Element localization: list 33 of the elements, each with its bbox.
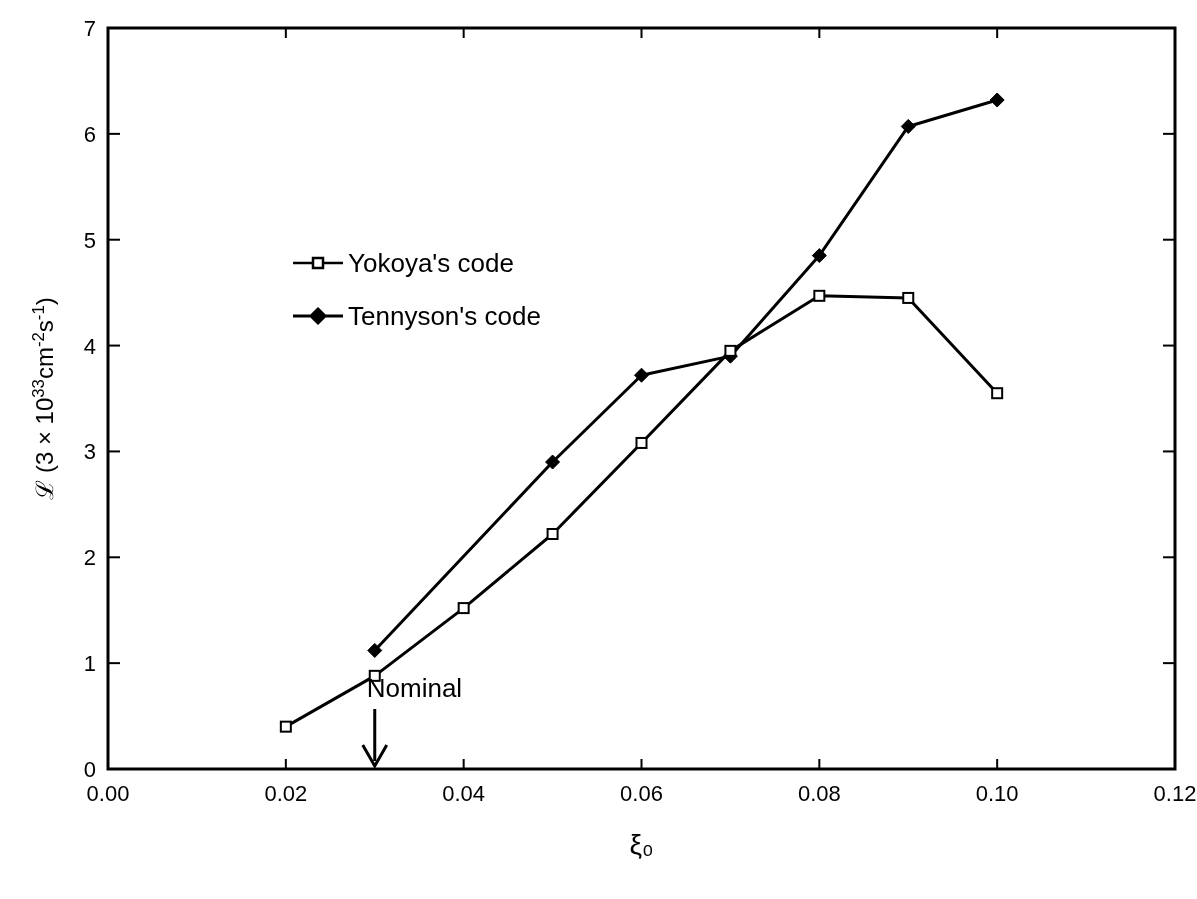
y-tick-label: 2 [83,545,96,571]
point [634,367,649,383]
point [900,118,916,134]
point [546,528,559,540]
x-axis-title: ξ₀ [629,829,654,860]
y-tick-label: 4 [83,333,96,359]
legend-label: Yokoya's code [348,248,514,278]
y-tick-label: 5 [83,227,96,253]
point [367,642,383,658]
y-tick-label: 3 [83,439,96,465]
point [989,92,1005,108]
legend-label: Tennyson's code [348,301,541,331]
x-tick-label: 0.00 [86,781,130,806]
point [545,454,561,470]
x-tick-label: 0.12 [1153,781,1197,806]
y-tick-label: 6 [83,121,96,147]
x-tick-label: 0.06 [620,781,663,806]
y-tick-label: 1 [83,651,96,677]
point [811,248,827,264]
point [635,436,648,449]
point [991,387,1004,400]
x-tick-label: 0.04 [442,781,486,806]
y-tick-label: 0 [83,757,96,782]
y-tick-label: 7 [83,16,96,41]
point [902,291,915,304]
point [457,602,470,615]
point [724,344,737,357]
annotation: Nominal [366,673,463,703]
x-tick-label: 0.02 [264,781,308,806]
point [813,289,826,302]
point [279,720,292,733]
x-tick-label: 0.08 [797,781,841,806]
x-tick-label: 0.10 [975,781,1019,806]
